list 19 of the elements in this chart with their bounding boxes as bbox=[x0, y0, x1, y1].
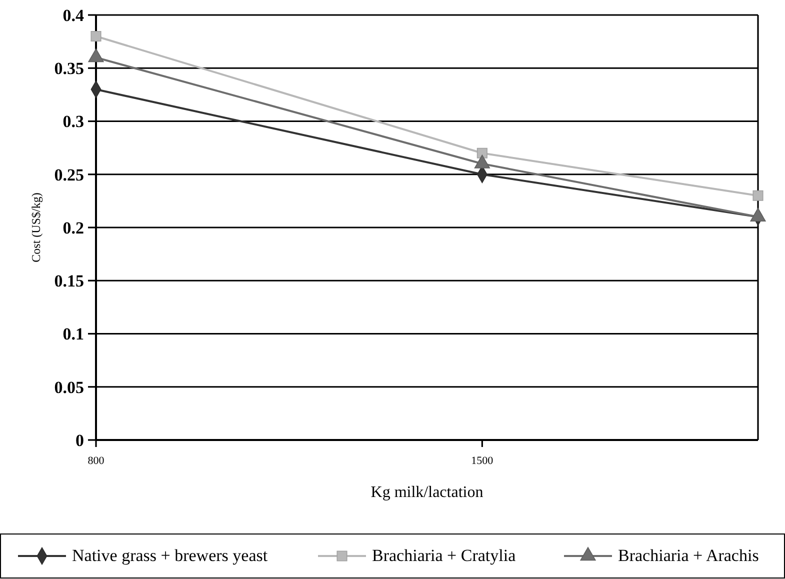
y-tick-label: 0.25 bbox=[54, 165, 84, 184]
y-tick-label: 0.05 bbox=[54, 378, 84, 397]
y-tick-label: 0.35 bbox=[54, 59, 84, 78]
point bbox=[90, 30, 102, 42]
y-tick-label: 0.1 bbox=[62, 324, 84, 344]
x-tick-label: 800 bbox=[88, 455, 105, 467]
y-tick-label: 0.4 bbox=[62, 6, 84, 25]
legend-label: Native grass + brewers yeast bbox=[72, 546, 268, 565]
point bbox=[752, 190, 764, 201]
legend-label: Brachiaria + Cratylia bbox=[372, 546, 516, 565]
y-tick-label: 0 bbox=[76, 430, 84, 450]
y-tick-label: 0.15 bbox=[54, 272, 84, 291]
y-tick-label: 0.2 bbox=[62, 218, 84, 238]
y-tick-label: 0.3 bbox=[62, 112, 84, 132]
x-tick-label: 1500 bbox=[471, 455, 494, 467]
y-axis-title: Cost (US$/kg) bbox=[29, 192, 43, 262]
legend-label: Brachiaria + Arachis bbox=[618, 546, 759, 565]
point bbox=[476, 148, 488, 158]
x-axis-title: Kg milk/lactation bbox=[370, 484, 484, 501]
